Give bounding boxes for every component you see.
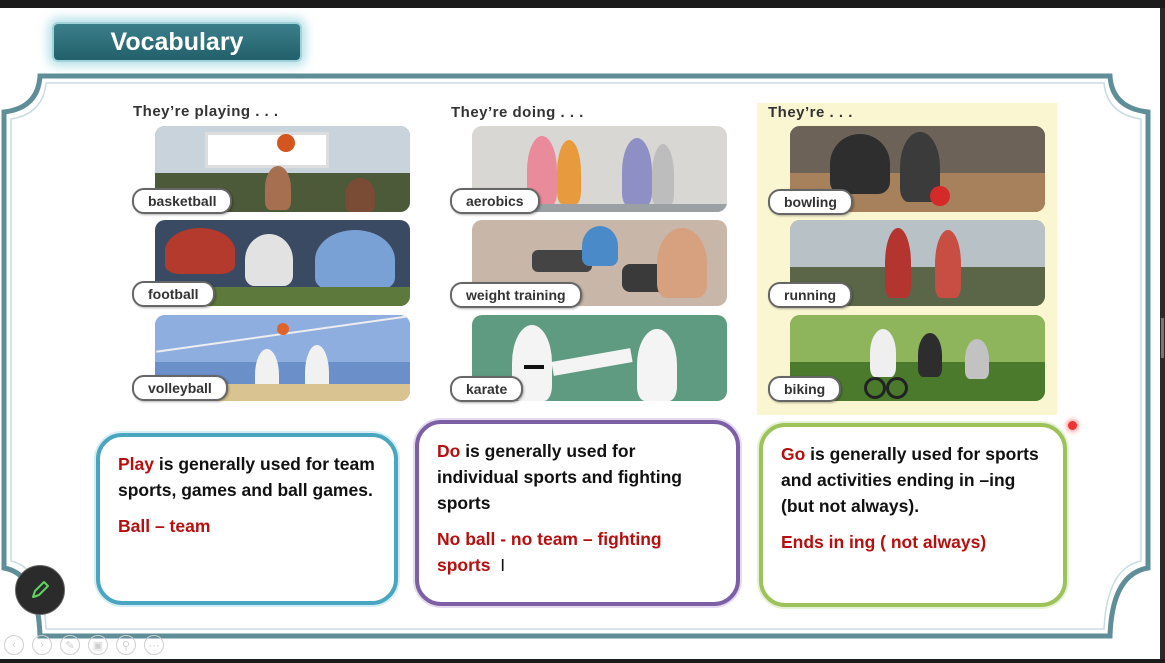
- slide: Vocabulary They’re playing . . . They’re…: [0, 8, 1160, 659]
- text-cursor: I: [500, 555, 506, 575]
- heading-playing: They’re playing . . .: [133, 103, 279, 120]
- scrollbar-thumb[interactable]: [1161, 318, 1164, 358]
- previous-icon[interactable]: ‹: [4, 635, 24, 655]
- bowling-photo: [790, 126, 1045, 212]
- note-do: Do is generally used for individual spor…: [415, 420, 740, 606]
- note-do-keyword: Do: [437, 441, 461, 461]
- pen-icon[interactable]: ✎: [60, 635, 80, 655]
- label-football: football: [132, 281, 215, 307]
- laser-pointer: [1068, 421, 1077, 430]
- note-play-keyword: Play: [118, 454, 154, 474]
- basketball-photo: [155, 126, 410, 212]
- label-aerobics: aerobics: [450, 188, 540, 214]
- note-do-text: is generally used for individual sports …: [437, 441, 682, 513]
- screen-icon[interactable]: ▣: [88, 635, 108, 655]
- pen-tool-button[interactable]: [15, 565, 65, 615]
- note-play-summary: Ball – team: [118, 516, 211, 536]
- slide-frame: [1, 73, 1151, 639]
- note-go-summary: Ends in ing ( not always): [781, 532, 987, 552]
- slide-title: Vocabulary: [52, 22, 302, 62]
- label-basketball: basketball: [132, 188, 233, 214]
- note-go: Go is generally used for sports and acti…: [759, 423, 1067, 607]
- next-icon[interactable]: ›: [32, 635, 52, 655]
- volleyball-photo: [155, 315, 410, 401]
- label-running: running: [768, 282, 853, 308]
- label-weight-training: weight training: [450, 282, 582, 308]
- label-volleyball: volleyball: [132, 375, 228, 401]
- label-bowling: bowling: [768, 189, 853, 215]
- label-biking: biking: [768, 376, 842, 402]
- note-do-summary: No ball - no team – fighting sports: [437, 529, 662, 575]
- zoom-icon[interactable]: ⚲: [116, 635, 136, 655]
- note-play: Play is generally used for team sports, …: [96, 433, 398, 605]
- more-icon[interactable]: ⋯: [144, 635, 164, 655]
- vertical-scrollbar[interactable]: [1160, 8, 1165, 659]
- heading-going: They’re . . .: [768, 104, 853, 121]
- pencil-icon: [32, 581, 49, 598]
- biking-photo: [790, 315, 1045, 401]
- note-play-text: is generally used for team sports, games…: [118, 454, 375, 500]
- aerobics-photo: [472, 126, 727, 212]
- label-karate: karate: [450, 376, 524, 402]
- heading-doing: They’re doing . . .: [451, 104, 584, 121]
- note-go-keyword: Go: [781, 444, 806, 464]
- note-go-text: is generally used for sports and activit…: [781, 444, 1039, 516]
